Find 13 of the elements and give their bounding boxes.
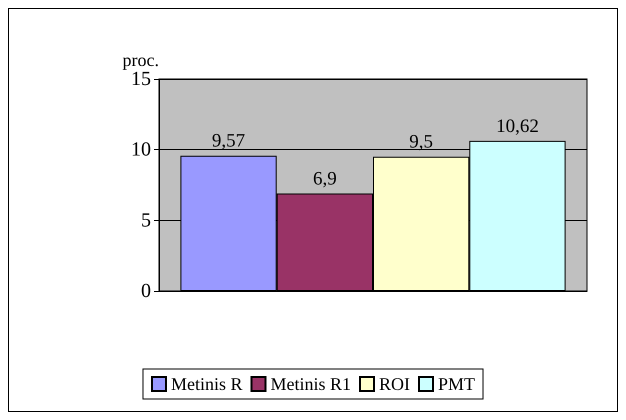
y-tick-label: 15 [131,68,151,90]
data-label: 9,57 [212,130,246,152]
data-label: 6,9 [312,168,337,190]
y-tick-label: 0 [141,280,151,302]
legend-label: PMT [438,374,476,394]
y-tick-label: 10 [131,138,151,161]
y-axis-title: proc. [122,50,159,70]
data-label: 10,62 [496,116,539,137]
y-tick-label: 5 [141,209,151,232]
legend-label: ROI [379,374,410,394]
data-label: 9,5 [409,132,434,153]
legend-label: Metinis R1 [270,374,352,394]
legend-label: Metinis R [170,374,243,394]
